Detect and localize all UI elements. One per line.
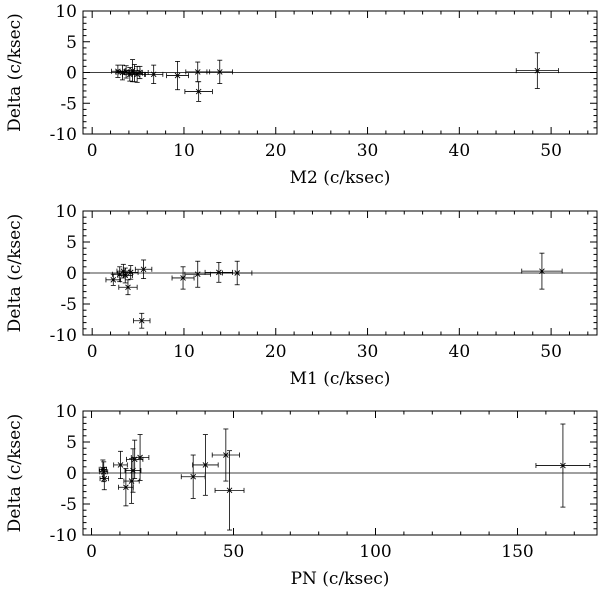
x-tick-label: 50 [540, 141, 562, 161]
data-point [133, 312, 151, 329]
data-point [144, 64, 164, 84]
y-tick-label: 10 [55, 2, 77, 22]
data-point [131, 65, 149, 80]
x-tick-label: 40 [449, 141, 471, 161]
x-axis-label: M1 (c/ksec) [290, 369, 391, 389]
data-point [113, 450, 128, 479]
data-point [222, 260, 253, 286]
point-marker [131, 70, 138, 76]
data-point [118, 279, 138, 296]
y-axis-label: Delta (c/ksec) [5, 414, 25, 533]
data-point [166, 61, 189, 91]
y-tick-label: -5 [60, 295, 77, 315]
y-tick-label: 10 [55, 202, 77, 222]
point-marker [125, 284, 131, 291]
point-marker [100, 468, 107, 475]
data-point [99, 461, 109, 483]
x-tick-label: 30 [357, 342, 379, 362]
point-marker [117, 462, 124, 468]
data-point [184, 260, 211, 288]
x-tick-label: 40 [449, 342, 471, 362]
data-point [204, 262, 234, 283]
y-tick-label: -5 [60, 94, 77, 114]
point-marker [137, 69, 143, 76]
panel-m2: -10 -5 0 5 10 0 10 20 30 40 50 M2 (c/ksec) Delta (… [5, 2, 598, 188]
y-tick-label: -10 [50, 326, 77, 346]
point-marker [190, 473, 197, 480]
y-tick-label: 10 [55, 402, 77, 422]
point-marker [174, 72, 181, 79]
x-axis-label: M2 (c/ksec) [290, 168, 391, 188]
data-point [185, 61, 211, 83]
y-tick-label: 0 [66, 64, 77, 84]
point-marker [195, 88, 202, 95]
point-marker [234, 270, 241, 276]
point-marker [127, 269, 134, 276]
data-point [130, 434, 150, 481]
y-tick-label: -10 [50, 125, 77, 145]
panel-m1: -10 -5 0 5 10 0 10 20 30 40 50 M1 (c/ksec) Delta (… [5, 202, 598, 389]
x-tick-label: 0 [87, 141, 98, 161]
x-tick-label: 0 [86, 542, 97, 562]
point-marker [226, 487, 233, 494]
x-axis-label: PN (c/ksec) [291, 569, 390, 589]
point-marker [101, 475, 108, 482]
data-point [515, 52, 559, 89]
x-tick-label: 50 [540, 342, 562, 362]
data-point [211, 428, 240, 482]
y-tick-label: 5 [66, 33, 77, 53]
point-marker [216, 269, 222, 276]
data-point [171, 266, 195, 290]
y-tick-label: 5 [66, 233, 77, 253]
x-tick-label: 10 [173, 141, 195, 161]
point-marker [150, 71, 157, 78]
point-marker [140, 266, 147, 273]
point-marker [194, 271, 201, 278]
y-axis-label: Delta (c/ksec) [5, 214, 25, 333]
x-tick-label: 100 [359, 542, 391, 562]
data-point [180, 454, 206, 499]
y-tick-label: 5 [66, 433, 77, 453]
y-tick-label: -10 [50, 526, 77, 546]
point-marker [223, 452, 229, 458]
data-point [214, 450, 245, 531]
y-tick-label: -5 [60, 495, 77, 515]
data-point [99, 467, 109, 491]
y-tick-label: 0 [66, 264, 77, 284]
x-tick-label: 10 [173, 342, 195, 362]
data-point [535, 423, 591, 508]
data-point [98, 459, 107, 479]
data-point [134, 259, 153, 279]
point-marker [138, 317, 145, 324]
x-tick-label: 50 [223, 542, 245, 562]
data-point [184, 81, 213, 102]
data-point [122, 265, 139, 280]
point-marker [216, 69, 223, 75]
data-point [192, 434, 219, 496]
point-marker [539, 268, 545, 274]
point-marker [110, 277, 117, 283]
y-axis-label: Delta (c/ksec) [5, 13, 25, 132]
data-point [124, 448, 142, 493]
x-tick-label: 20 [265, 342, 287, 362]
point-marker [560, 462, 566, 469]
x-tick-label: 0 [87, 342, 98, 362]
point-marker [202, 462, 209, 468]
x-tick-label: 150 [501, 542, 533, 562]
data-point [206, 59, 234, 84]
point-marker [534, 67, 541, 74]
x-tick-label: 20 [265, 141, 287, 161]
point-marker [123, 484, 129, 491]
data-point [521, 252, 563, 290]
point-marker [194, 69, 201, 75]
y-tick-label: 0 [66, 464, 77, 484]
point-marker [137, 454, 143, 461]
x-tick-label: 30 [357, 141, 379, 161]
